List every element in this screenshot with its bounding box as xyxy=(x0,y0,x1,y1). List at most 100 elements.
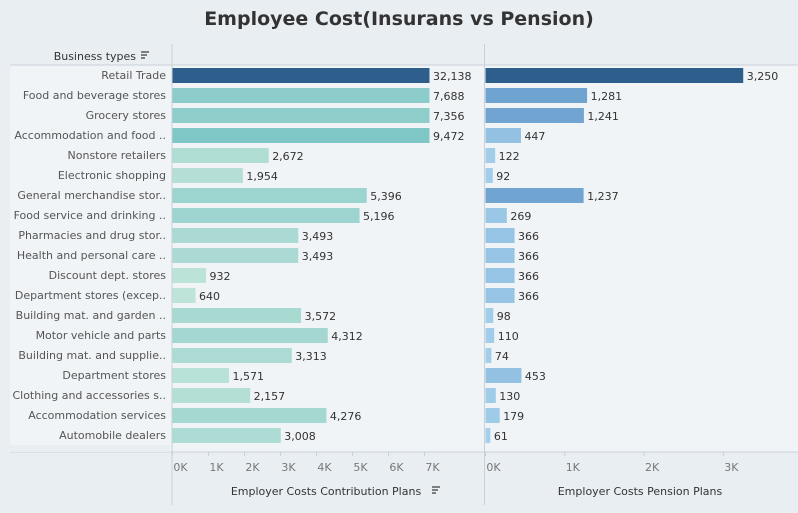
pension-bar[interactable] xyxy=(485,128,521,143)
category-label: Retail Trade xyxy=(101,69,166,82)
category-label: Health and personal care .. xyxy=(17,249,166,262)
category-label: Department stores xyxy=(62,369,166,382)
pension-bar[interactable] xyxy=(485,228,515,243)
category-label: Electronic shopping xyxy=(58,169,166,182)
pension-value-label: 1,241 xyxy=(587,110,619,123)
contribution-bar[interactable] xyxy=(172,428,281,443)
contribution-value-label: 3,493 xyxy=(302,250,334,263)
pension-bar[interactable] xyxy=(485,248,515,263)
contribution-bar[interactable] xyxy=(172,408,327,423)
contribution-bar[interactable] xyxy=(172,88,430,103)
contribution-value-label: 5,396 xyxy=(370,190,402,203)
dimension-header: Business types xyxy=(54,50,137,63)
axis-tick-label: 2K xyxy=(245,461,260,474)
contribution-value-label: 2,157 xyxy=(254,390,285,403)
pension-value-label: 179 xyxy=(503,410,524,423)
category-label: Pharmacies and drug stor.. xyxy=(18,229,166,242)
contribution-bar[interactable] xyxy=(172,368,230,383)
contribution-bar[interactable] xyxy=(172,388,251,403)
contribution-value-label: 32,138 xyxy=(433,70,472,83)
chart-title: Employee Cost(Insurans vs Pension) xyxy=(204,8,594,30)
contribution-value-label: 3,493 xyxy=(302,230,334,243)
pension-bar[interactable] xyxy=(485,108,584,123)
contribution-bar[interactable] xyxy=(172,128,430,143)
category-label: Discount dept. stores xyxy=(49,269,167,282)
contribution-bar[interactable] xyxy=(172,148,269,163)
pension-bar[interactable] xyxy=(485,328,495,343)
contribution-value-label: 2,672 xyxy=(272,150,304,163)
pension-bar[interactable] xyxy=(485,368,522,383)
contribution-bar[interactable] xyxy=(172,188,367,203)
pension-bar[interactable] xyxy=(485,348,492,363)
pension-value-label: 74 xyxy=(495,350,509,363)
pension-value-label: 1,281 xyxy=(591,90,623,103)
axis-tick-label: 1K xyxy=(209,461,224,474)
contribution-bar[interactable] xyxy=(172,168,243,183)
category-label: Food and beverage stores xyxy=(23,89,166,102)
x-axis-title-pension: Employer Costs Pension Plans xyxy=(558,485,723,498)
contribution-value-label: 5,196 xyxy=(363,210,395,223)
category-label: Grocery stores xyxy=(86,109,167,122)
axis-tick-label: 3K xyxy=(281,461,296,474)
pension-bar[interactable] xyxy=(485,288,515,303)
axis-tick-label: 1K xyxy=(566,461,581,474)
contribution-value-label: 640 xyxy=(199,290,220,303)
contribution-bar[interactable] xyxy=(172,268,207,283)
pension-value-label: 122 xyxy=(499,150,520,163)
pension-bar[interactable] xyxy=(485,408,500,423)
contribution-bar[interactable] xyxy=(172,248,299,263)
category-label: Accommodation and food .. xyxy=(14,129,166,142)
pension-bar[interactable] xyxy=(485,268,515,283)
pension-value-label: 366 xyxy=(518,270,539,283)
category-label: Department stores (excep.. xyxy=(15,289,166,302)
axis-tick-label: 3K xyxy=(724,461,739,474)
contribution-bar[interactable] xyxy=(172,328,328,343)
pension-value-label: 1,237 xyxy=(587,190,619,203)
contribution-bar[interactable] xyxy=(172,108,430,123)
contribution-bar[interactable] xyxy=(172,208,360,223)
contribution-value-label: 3,313 xyxy=(295,350,327,363)
contribution-bar[interactable] xyxy=(172,68,430,83)
pension-value-label: 366 xyxy=(518,250,539,263)
category-label: Automobile dealers xyxy=(59,429,166,442)
pension-bar[interactable] xyxy=(485,388,496,403)
pension-bar[interactable] xyxy=(485,428,491,443)
axis-tick-label: 2K xyxy=(645,461,660,474)
pension-value-label: 3,250 xyxy=(747,70,779,83)
pension-value-label: 447 xyxy=(524,130,545,143)
pension-bar[interactable] xyxy=(485,148,496,163)
contribution-bar[interactable] xyxy=(172,288,196,303)
contribution-value-label: 1,571 xyxy=(233,370,265,383)
contribution-value-label: 3,572 xyxy=(305,310,337,323)
pension-value-label: 269 xyxy=(510,210,531,223)
category-label: Clothing and accessories s.. xyxy=(12,389,166,402)
pension-bar[interactable] xyxy=(485,88,588,103)
contribution-bar[interactable] xyxy=(172,348,292,363)
pension-value-label: 98 xyxy=(497,310,511,323)
pension-bar[interactable] xyxy=(485,308,494,323)
axis-tick-label: 0K xyxy=(486,461,501,474)
contribution-value-label: 4,276 xyxy=(330,410,362,423)
axis-tick-label: 7K xyxy=(425,461,440,474)
axis-tick-label: 6K xyxy=(389,461,404,474)
contribution-value-label: 1,954 xyxy=(246,170,278,183)
category-label: Food service and drinking .. xyxy=(14,209,166,222)
x-axis-title-contribution: Employer Costs Contribution Plans xyxy=(231,485,422,498)
pension-value-label: 366 xyxy=(518,230,539,243)
pension-bar[interactable] xyxy=(485,188,584,203)
pension-bar[interactable] xyxy=(485,208,507,223)
contribution-value-label: 932 xyxy=(210,270,231,283)
axis-tick-label: 5K xyxy=(353,461,368,474)
category-label: Building mat. and supplie.. xyxy=(18,349,166,362)
contribution-bar[interactable] xyxy=(172,308,302,323)
pension-value-label: 130 xyxy=(499,390,520,403)
category-label: Building mat. and garden .. xyxy=(16,309,166,322)
pension-value-label: 61 xyxy=(494,430,508,443)
contribution-bar[interactable] xyxy=(172,228,299,243)
pension-bar[interactable] xyxy=(485,68,744,83)
sort-descending-icon[interactable] xyxy=(141,51,149,59)
sort-descending-icon[interactable] xyxy=(432,486,440,494)
category-label: Nonstore retailers xyxy=(68,149,167,162)
pension-bar[interactable] xyxy=(485,168,493,183)
